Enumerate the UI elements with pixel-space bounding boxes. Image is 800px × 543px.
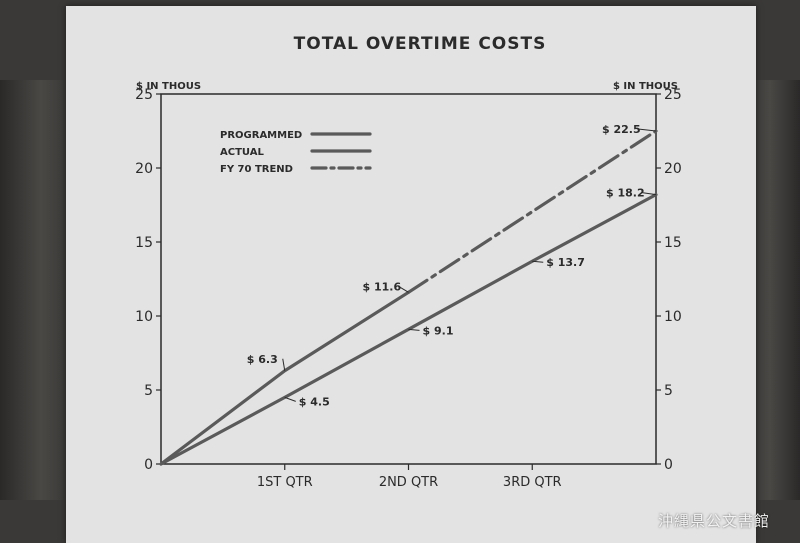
x-tick-label: 2ND QTR	[379, 475, 438, 490]
y-tick-label-right: 15	[664, 235, 682, 251]
data-label: $ 11.6	[363, 280, 402, 293]
annotation-pointer	[398, 285, 409, 293]
y-tick-label-right: 5	[664, 383, 673, 399]
legend-label: FY 70 TREND	[220, 164, 293, 175]
y-ticks-right: 0 5 10 15 20 25	[656, 87, 682, 473]
y-tick-label-left: 0	[144, 457, 153, 473]
data-label: $ 22.5	[602, 123, 641, 136]
archive-watermark: 沖縄県公文書館	[657, 512, 770, 530]
y-tick-label-left: 10	[135, 309, 153, 325]
series-line-fy-70-trend	[406, 129, 658, 294]
y-axis-label-right: $ IN THOUS	[613, 81, 678, 92]
chart-title: TOTAL OVERTIME COSTS	[294, 34, 547, 54]
data-label: $ 13.7	[546, 256, 585, 269]
y-tick-label-left: 15	[135, 235, 153, 251]
annotation-pointer	[282, 358, 286, 371]
y-tick-label-right: 10	[664, 309, 682, 325]
annotation-pointer	[637, 128, 657, 132]
series-layer	[159, 129, 658, 466]
y-tick-label-left: 5	[144, 383, 153, 399]
x-tick-label: 1ST QTR	[257, 475, 313, 490]
data-label: $ 9.1	[423, 324, 454, 337]
y-tick-label-left: 25	[135, 87, 153, 103]
data-label: $ 18.2	[606, 187, 645, 200]
legend-label: PROGRAMMED	[220, 130, 302, 141]
legend: PROGRAMMED ACTUAL FY 70 TREND	[220, 130, 372, 175]
series-line-actual	[159, 290, 411, 466]
y-tick-label-right: 0	[664, 457, 673, 473]
annotation-pointer	[284, 396, 296, 402]
background-wood-right	[750, 80, 800, 500]
y-tick-label-left: 20	[135, 161, 153, 177]
annotation-pointer	[408, 328, 420, 331]
data-label: $ 4.5	[299, 395, 330, 408]
annotation-pointer	[532, 260, 544, 263]
y-tick-label-right: 20	[664, 161, 682, 177]
background-wood-left	[0, 80, 68, 500]
data-label: $ 6.3	[247, 353, 278, 366]
y-tick-label-right: 25	[664, 87, 682, 103]
annotation-layer: $ 6.3 $ 4.5 $ 11.6 $ 9.1 $ 13.7 $ 22.5 $ 18.2	[247, 123, 657, 408]
x-ticks: 1ST QTR 2ND QTR 3RD QTR	[257, 464, 562, 490]
x-tick-label: 3RD QTR	[503, 475, 562, 490]
annotation-pointer	[641, 192, 657, 196]
y-axis-label-left: $ IN THOUS	[136, 81, 201, 92]
legend-label: ACTUAL	[220, 147, 264, 158]
y-ticks-left: 0 5 10 15 20 25	[135, 87, 161, 473]
